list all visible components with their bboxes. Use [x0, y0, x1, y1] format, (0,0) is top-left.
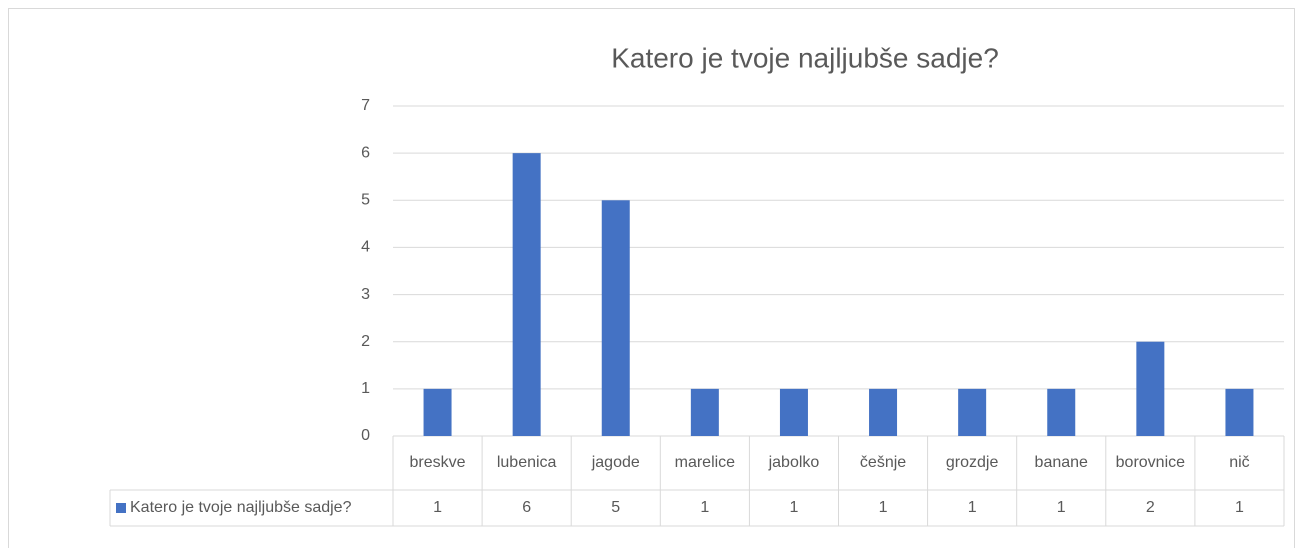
y-tick-label: 1	[361, 380, 370, 397]
x-tick-label: grozdje	[946, 454, 999, 471]
bar	[779, 388, 808, 436]
x-tick-label: marelice	[675, 454, 736, 471]
x-tick-label: breskve	[410, 454, 466, 471]
bar	[1136, 341, 1165, 436]
y-tick-label: 2	[361, 333, 370, 350]
table-value: 1	[879, 499, 888, 516]
y-tick-label: 6	[361, 144, 370, 161]
bar	[690, 388, 719, 436]
bar	[869, 388, 898, 436]
chart-frame	[8, 8, 1295, 548]
table-value: 1	[968, 499, 977, 516]
bar	[601, 200, 630, 436]
table-value: 6	[522, 499, 531, 516]
bar	[1047, 388, 1076, 436]
x-tick-label: lubenica	[497, 454, 557, 471]
y-tick-label: 0	[361, 427, 370, 444]
x-tick-label: banane	[1035, 454, 1088, 471]
y-tick-label: 4	[361, 239, 370, 256]
y-tick-label: 5	[361, 192, 370, 209]
y-tick-label: 3	[361, 286, 370, 303]
x-tick-label: češnje	[860, 454, 906, 471]
table-value: 1	[1235, 499, 1244, 516]
bar	[958, 388, 987, 436]
table-value: 5	[611, 499, 620, 516]
legend-label: Katero je tvoje najljubše sadje?	[130, 499, 352, 516]
table-value: 1	[789, 499, 798, 516]
table-value: 1	[1057, 499, 1066, 516]
y-tick-label: 7	[361, 97, 370, 114]
legend-key	[116, 503, 126, 513]
table-value: 1	[700, 499, 709, 516]
bar	[423, 388, 452, 436]
x-tick-label: jagode	[591, 454, 640, 471]
bar	[1225, 388, 1254, 436]
table-value: 2	[1146, 499, 1155, 516]
chart-title: Katero je tvoje najljubše sadje?	[611, 42, 999, 73]
x-tick-label: jabolko	[768, 454, 820, 471]
x-tick-label: borovnice	[1116, 454, 1185, 471]
x-tick-label: nič	[1229, 454, 1249, 471]
table-value: 1	[433, 499, 442, 516]
bar	[512, 153, 541, 436]
